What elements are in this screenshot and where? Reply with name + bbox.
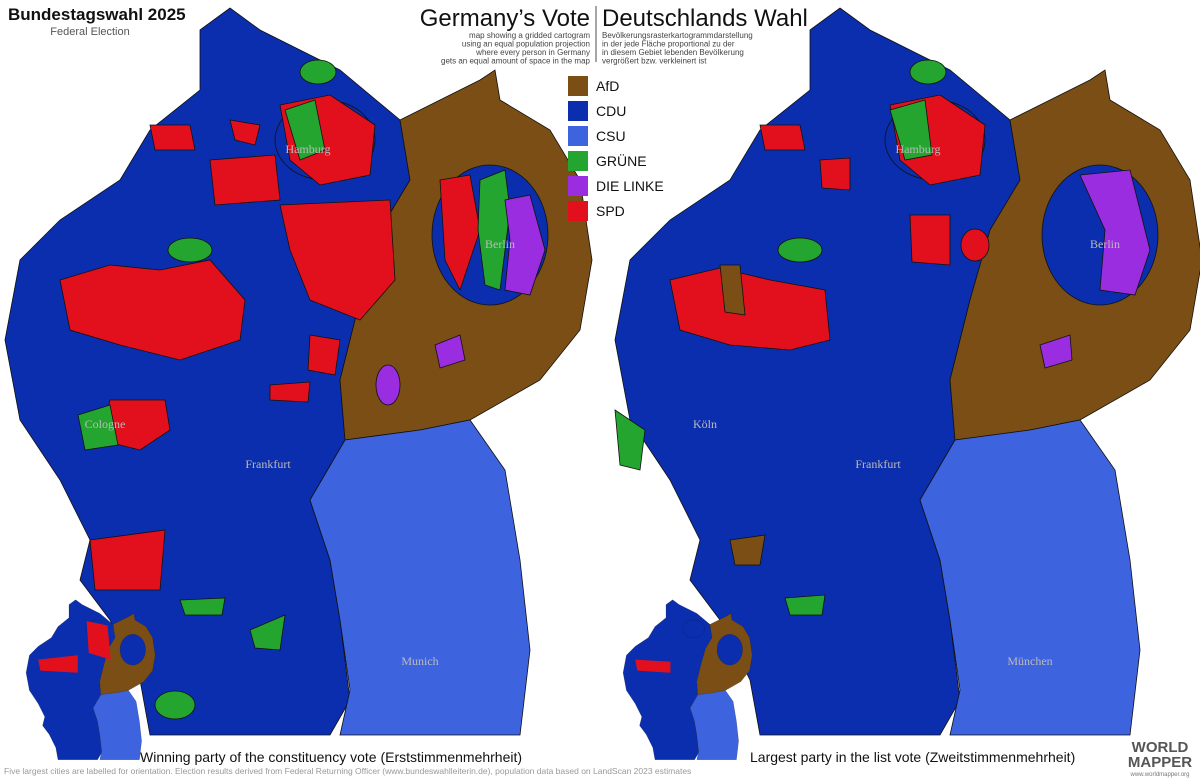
legend-swatch [568, 76, 588, 96]
description-de: Bevölkerungsrasterkartogrammdarstellung [602, 31, 753, 40]
map-constituency: Hamburg Berlin Cologne Frankfurt Munich … [4, 7, 593, 765]
legend-swatch [568, 126, 588, 146]
legend: AfD CDU CSU GRÜNE DIE LINKE SPD [568, 76, 664, 221]
legend-label: DIE LINKE [596, 178, 664, 194]
city-label: Frankfurt [855, 457, 901, 471]
title: Bundestagswahl 2025 [8, 5, 186, 24]
legend-label: CDU [596, 103, 626, 119]
description-de: in der jede Fläche proportional zu der [602, 40, 735, 49]
description-en: where every person in Germany [475, 48, 590, 57]
description-en: using an equal population projection [462, 40, 590, 49]
description-de: vergrößert bzw. verkleinert ist [602, 57, 707, 66]
legend-label: SPD [596, 203, 625, 219]
legend-swatch [568, 151, 588, 171]
city-label: Berlin [1090, 237, 1120, 251]
title-en: Germany’s Vote [420, 5, 590, 32]
map-list: Hamburg Berlin Köln Frankfurt München La… [614, 7, 1200, 765]
inset-map [26, 599, 156, 760]
legend-label: GRÜNE [596, 152, 647, 169]
map-caption: Largest party in the list vote (Zweitsti… [750, 749, 1075, 765]
city-label: München [1007, 654, 1052, 668]
city-label: Cologne [85, 417, 126, 431]
city-label: Köln [693, 417, 717, 431]
city-label: Berlin [485, 237, 515, 251]
logo-url: www.worldmapper.org [1129, 772, 1189, 778]
description-en: gets an equal amount of space in the map [441, 57, 591, 66]
legend-label: AfD [596, 78, 619, 94]
inset-map [623, 599, 753, 760]
logo: WORLD [1132, 739, 1189, 756]
city-label: Hamburg [895, 142, 940, 156]
legend-label: CSU [596, 128, 626, 144]
footer: Five largest cities are labelled for ori… [4, 766, 691, 776]
logo: MAPPER [1128, 754, 1192, 771]
city-label: Hamburg [285, 142, 330, 156]
title-de: Deutschlands Wahl [602, 5, 808, 32]
map-caption: Winning party of the constituency vote (… [140, 749, 522, 765]
legend-swatch [568, 201, 588, 221]
subtitle: Federal Election [50, 26, 130, 38]
description-de: in diesem Gebiet lebenden Bevölkerung [602, 48, 744, 57]
city-label: Munich [401, 654, 438, 668]
city-label: Frankfurt [245, 457, 291, 471]
legend-swatch [568, 176, 588, 196]
description-en: map showing a gridded cartogram [469, 31, 590, 40]
legend-swatch [568, 101, 588, 121]
